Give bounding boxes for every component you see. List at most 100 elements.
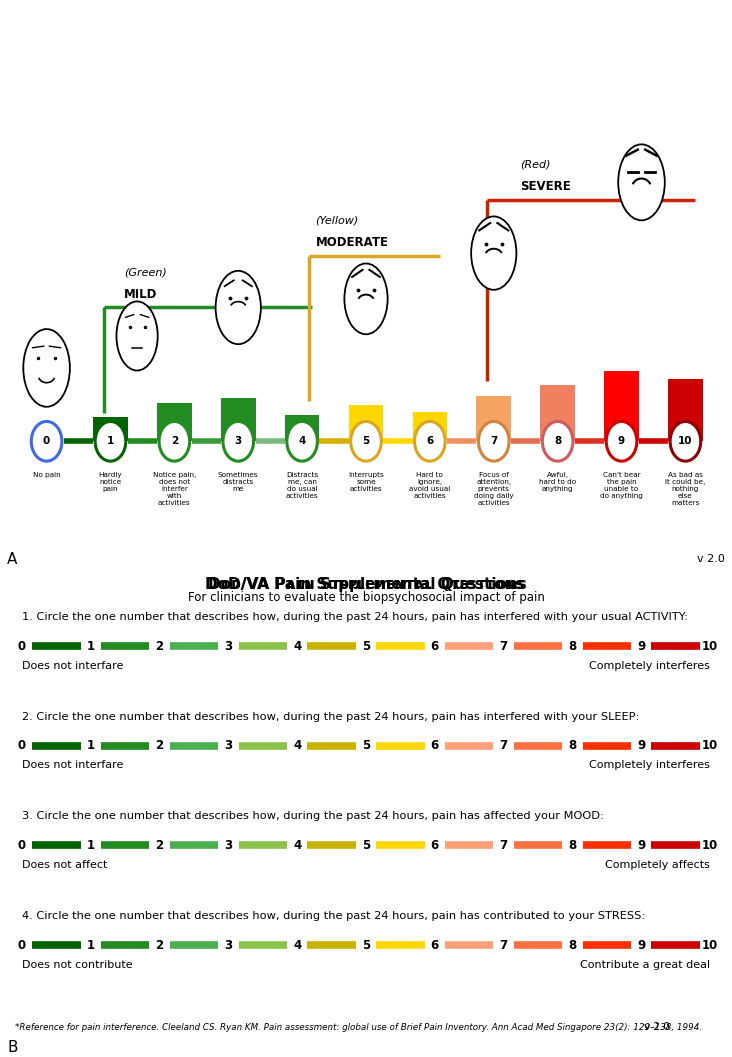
Text: 4: 4 <box>299 437 306 446</box>
Text: 0: 0 <box>18 939 26 951</box>
Circle shape <box>414 422 445 461</box>
Bar <box>285 415 319 442</box>
Text: 9: 9 <box>618 437 625 446</box>
Text: SEVERE: SEVERE <box>520 180 571 192</box>
Text: 2. Circle the one number that describes how, during the past 24 hours, pain has : 2. Circle the one number that describes … <box>22 711 639 722</box>
Text: DoD/VA Pain Supplemental Questions: DoD/VA Pain Supplemental Questions <box>205 577 527 592</box>
Text: 7: 7 <box>499 739 508 753</box>
Text: 4: 4 <box>293 939 302 951</box>
Text: 7: 7 <box>499 639 508 652</box>
Text: 2: 2 <box>155 739 164 753</box>
Ellipse shape <box>216 271 261 345</box>
Text: 5: 5 <box>362 639 370 652</box>
Text: 8: 8 <box>568 839 577 852</box>
Text: 6: 6 <box>430 839 439 852</box>
Text: Contribute a great deal: Contribute a great deal <box>580 960 710 969</box>
Text: 7: 7 <box>490 437 498 446</box>
Bar <box>604 371 639 442</box>
Text: 9: 9 <box>637 639 646 652</box>
Text: 7: 7 <box>499 939 508 951</box>
Bar <box>93 418 128 442</box>
Text: 10: 10 <box>702 839 718 852</box>
Text: 1. Circle the one number that describes how, during the past 24 hours, pain has : 1. Circle the one number that describes … <box>22 612 688 623</box>
Bar <box>348 405 384 442</box>
Text: Defense and Veterans Pain Rating Scale: Defense and Veterans Pain Rating Scale <box>200 16 532 35</box>
Text: 5: 5 <box>362 939 370 951</box>
Text: 10: 10 <box>702 639 718 652</box>
Text: No pain: No pain <box>33 471 61 478</box>
Text: 2: 2 <box>155 839 164 852</box>
Text: 0: 0 <box>43 437 51 446</box>
Text: 3: 3 <box>224 639 233 652</box>
Text: 3: 3 <box>224 939 233 951</box>
Text: Distracts
me, can
do usual
activities: Distracts me, can do usual activities <box>285 471 318 499</box>
Text: 4: 4 <box>293 839 302 852</box>
Text: As bad as
it could be,
nothing
else
matters: As bad as it could be, nothing else matt… <box>665 471 706 505</box>
Text: 10: 10 <box>702 739 718 753</box>
Text: Can't bear
the pain
unable to
do anything: Can't bear the pain unable to do anythin… <box>600 471 643 499</box>
Text: 8: 8 <box>568 939 577 951</box>
Text: v 2.0: v 2.0 <box>698 554 725 563</box>
Text: 9: 9 <box>637 739 646 753</box>
Text: *Reference for pain interference. Cleeland CS. Ryan KM. Pain assessment: global : *Reference for pain interference. Cleela… <box>15 1023 702 1032</box>
Text: 7: 7 <box>499 839 508 852</box>
Bar <box>157 404 192 442</box>
Text: Notice pain,
does not
interfer
with
activities: Notice pain, does not interfer with acti… <box>153 471 196 505</box>
Text: (Red): (Red) <box>520 160 551 169</box>
Text: 3: 3 <box>224 739 233 753</box>
Text: Does not affect: Does not affect <box>22 860 108 870</box>
Text: B: B <box>7 1040 18 1055</box>
Circle shape <box>159 422 190 461</box>
Text: Completely interferes: Completely interferes <box>589 661 710 671</box>
Text: 5: 5 <box>362 839 370 852</box>
Text: 1: 1 <box>86 839 95 852</box>
Text: 8: 8 <box>568 739 577 753</box>
Text: For clinicians to evaluate the biopsychosocial impact of pain: For clinicians to evaluate the biopsycho… <box>187 591 545 605</box>
Text: 6: 6 <box>426 437 433 446</box>
Text: 0: 0 <box>18 839 26 852</box>
Text: 8: 8 <box>554 437 561 446</box>
Text: 2: 2 <box>155 939 164 951</box>
Text: 4: 4 <box>293 639 302 652</box>
Text: Does not interfare: Does not interfare <box>22 661 123 671</box>
Circle shape <box>95 422 126 461</box>
Text: 10: 10 <box>702 939 718 951</box>
Text: Interrupts
some
activities: Interrupts some activities <box>348 471 384 492</box>
Text: 6: 6 <box>430 739 439 753</box>
Text: A: A <box>7 552 17 567</box>
Bar <box>221 398 255 442</box>
Text: 2: 2 <box>155 639 164 652</box>
Text: 5: 5 <box>362 437 370 446</box>
Text: 1: 1 <box>86 639 95 652</box>
Ellipse shape <box>116 301 157 371</box>
Text: 0: 0 <box>18 639 26 652</box>
Text: 1: 1 <box>86 739 95 753</box>
Text: 1: 1 <box>107 437 114 446</box>
Text: Dᴏᴅ/VA Pᴀɪɴ Sᴛᴘᴘʟᴇᴍᴇɴᴛᴀʟ Qᴛᴇѕᴛɪᴏɴѕ: Dᴏᴅ/VA Pᴀɪɴ Sᴛᴘᴘʟᴇᴍᴇɴᴛᴀʟ Qᴛᴇѕᴛɪᴏɴѕ <box>208 577 524 592</box>
Text: 8: 8 <box>568 639 577 652</box>
Text: 5: 5 <box>362 739 370 753</box>
Text: Awful,
hard to do
anything: Awful, hard to do anything <box>539 471 576 492</box>
Circle shape <box>287 422 318 461</box>
Text: 4: 4 <box>293 739 302 753</box>
Circle shape <box>670 422 701 461</box>
Text: 3: 3 <box>235 437 242 446</box>
Bar <box>413 412 447 442</box>
Text: 9: 9 <box>637 839 646 852</box>
Circle shape <box>351 422 381 461</box>
Text: 6: 6 <box>430 639 439 652</box>
Text: Hard to
ignore,
avoid usual
activities: Hard to ignore, avoid usual activities <box>409 471 450 499</box>
Text: 6: 6 <box>430 939 439 951</box>
Text: Does not interfare: Does not interfare <box>22 760 123 771</box>
Text: Completely interferes: Completely interferes <box>589 760 710 771</box>
Text: Focus of
attention,
prevents
doing daily
activities: Focus of attention, prevents doing daily… <box>474 471 514 505</box>
Text: 4. Circle the one number that describes how, during the past 24 hours, pain has : 4. Circle the one number that describes … <box>22 911 645 921</box>
Bar <box>540 385 575 442</box>
Text: 3: 3 <box>224 839 233 852</box>
Circle shape <box>31 422 62 461</box>
Text: (Green): (Green) <box>124 267 166 277</box>
Ellipse shape <box>23 329 70 407</box>
Text: Sometimes
distracts
me: Sometimes distracts me <box>218 471 258 492</box>
Text: MODERATE: MODERATE <box>315 236 389 248</box>
Text: 1: 1 <box>86 939 95 951</box>
